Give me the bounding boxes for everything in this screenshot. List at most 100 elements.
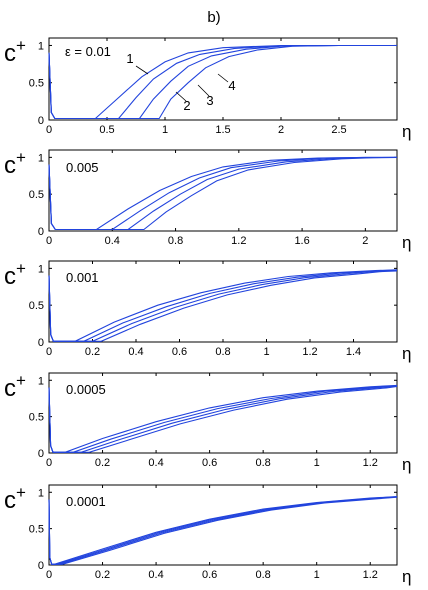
x-tick-label: 0 (46, 124, 52, 136)
figure-label: b) (207, 9, 220, 26)
x-axis-label: η (402, 233, 411, 252)
series-line-4 (48, 44, 397, 120)
x-tick-label: 0.2 (95, 457, 110, 469)
y-axis-label-superscript: + (16, 36, 26, 55)
x-tick-label: 0.4 (148, 569, 163, 581)
y-tick-label: 0 (38, 337, 44, 349)
curve-label-pointer (197, 84, 210, 97)
x-tick-label: 1.2 (302, 346, 317, 358)
x-tick-label: 0.6 (202, 569, 217, 581)
x-tick-label: 1.2 (363, 569, 378, 581)
x-tick-label: 0.2 (85, 346, 100, 358)
panel-label: 0.0005 (66, 382, 106, 397)
x-tick-label: 0.6 (172, 346, 187, 358)
series-line-4 (48, 385, 398, 453)
y-tick-label: 0.5 (29, 189, 44, 201)
x-tick-label: 1.5 (215, 124, 230, 136)
y-axis-label-base: c (4, 375, 16, 402)
curve-label-pointer (175, 91, 187, 102)
chart-panel-2: 0 0.4 0.8 1.2 1.6 2 0 0.5 1 c+ η 0.005 (4, 148, 411, 252)
x-tick-label: 0 (46, 235, 52, 247)
series-line-4 (48, 496, 398, 565)
y-axis-label-base: c (4, 40, 16, 67)
x-tick-label: 0.8 (256, 457, 271, 469)
x-axis-label: η (402, 122, 411, 141)
series-line-4 (48, 270, 398, 342)
x-tick-label: 0.8 (168, 235, 183, 247)
y-tick-label: 0 (38, 448, 44, 460)
x-axis-label: η (402, 344, 411, 363)
y-axis-label-base: c (4, 487, 16, 514)
x-tick-label: 1.4 (346, 346, 361, 358)
series-line-1 (48, 156, 397, 231)
y-axis-label: c+ (4, 36, 26, 67)
x-tick-label: 0 (46, 457, 52, 469)
x-tick-label: 2 (362, 235, 368, 247)
y-tick-label: 0 (38, 226, 44, 238)
chart-panels: 0 0.5 1 1.5 2 2.500.51c+ηε = 0.01 12 340 0.4 0.8 1… (4, 36, 411, 586)
y-axis-label-superscript: + (16, 371, 26, 390)
series-line-4 (48, 156, 398, 231)
series-line-1 (48, 269, 398, 342)
y-axis-label-base: c (4, 152, 16, 179)
y-tick-label: 0.5 (29, 78, 44, 90)
series-line-3 (48, 270, 398, 342)
x-tick-label: 1.6 (294, 235, 309, 247)
y-tick-label: 1 (38, 487, 44, 499)
x-tick-label: 1 (314, 457, 320, 469)
x-axis-label: η (402, 455, 411, 474)
curve-label-pointer (135, 65, 149, 75)
panel-label: 0.005 (66, 160, 99, 175)
x-tick-label: 0 (46, 569, 52, 581)
x-tick-label: 1 (314, 569, 320, 581)
y-tick-label: 0 (38, 115, 44, 127)
series-line-3 (48, 156, 398, 231)
y-tick-label: 1 (38, 152, 44, 164)
x-tick-label: 2.5 (331, 124, 346, 136)
y-axis-label: c+ (4, 148, 26, 179)
x-tick-label: 0.5 (99, 124, 114, 136)
y-axis-label: c+ (4, 483, 26, 514)
x-tick-label: 0.4 (128, 346, 143, 358)
y-tick-label: 1 (38, 263, 44, 275)
plot-frame (48, 372, 398, 454)
series-line-2 (48, 269, 398, 342)
y-axis-label-superscript: + (16, 148, 26, 167)
chart-panel-3: 0 0.2 0.4 0.6 0.8 1 1.2 1.4 0 0.5 1 c+ η 0.001 (4, 259, 411, 363)
curve-label-pointer (217, 73, 229, 83)
y-tick-label: 1 (38, 40, 44, 52)
y-axis-label-base: c (4, 263, 16, 290)
plot-frame (48, 149, 398, 232)
x-tick-label: 2 (278, 124, 284, 136)
x-tick-label: 0.2 (95, 569, 110, 581)
x-tick-label: 1 (263, 346, 269, 358)
x-tick-label: 0.4 (148, 457, 163, 469)
series-line-2 (48, 156, 397, 231)
curve-label: 4 (228, 78, 235, 93)
x-tick-label: 1.2 (231, 235, 246, 247)
curve-label: 1 (126, 51, 133, 66)
x-tick-label: 1.2 (363, 457, 378, 469)
y-tick-label: 0.5 (29, 524, 44, 536)
x-tick-label: 0.4 (105, 235, 120, 247)
x-tick-label: 0.8 (256, 569, 271, 581)
y-axis-label: c+ (4, 371, 26, 402)
chart-panel-5: 0 0.2 0.4 0.6 0.8 1 1.2 0 0.5 1 c+ η 0.0001 (4, 483, 411, 586)
x-tick-label: 0 (46, 346, 52, 358)
panel-label: 0.001 (66, 270, 99, 285)
x-axis-label: η (402, 567, 411, 586)
y-tick-label: 0.5 (29, 300, 44, 312)
x-tick-label: 1 (162, 124, 168, 136)
y-tick-label: 1 (38, 375, 44, 387)
chart-panel-1: 0 0.5 1 1.5 2 2.5 0 0.5 1 c+ η ε = 0.01 1 2 34 (4, 36, 411, 141)
panel-label: ε = 0.01 (65, 44, 111, 59)
chart-panel-4: 0 0.2 0.4 0.6 0.8 1 1.2 0 0.5 1 c+ η 0.0005 (4, 371, 411, 474)
y-axis-label: c+ (4, 259, 26, 290)
y-axis-label-superscript: + (16, 483, 26, 502)
panel-label: 0.0001 (66, 494, 106, 509)
x-tick-label: 0.6 (202, 457, 217, 469)
curve-label: 3 (206, 93, 213, 108)
x-tick-label: 0.8 (215, 346, 230, 358)
y-tick-label: 0.5 (29, 412, 44, 424)
